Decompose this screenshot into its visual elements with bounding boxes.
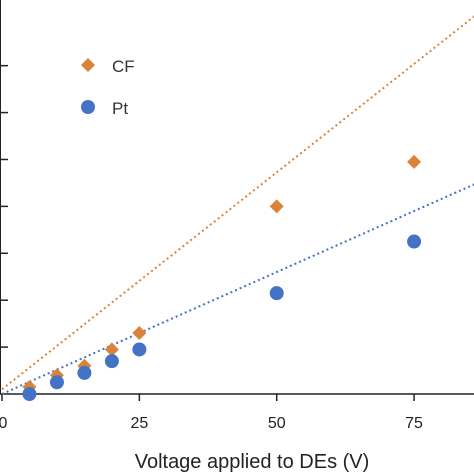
legend-label-cf: CF xyxy=(112,57,135,76)
point-cf-75 xyxy=(407,154,422,169)
point-pt-50 xyxy=(269,286,284,301)
point-cf-50 xyxy=(269,199,284,214)
trend-line-cf xyxy=(1,15,474,391)
data-points xyxy=(22,154,422,401)
x-tick-label-75: 75 xyxy=(405,415,423,432)
legend-item-cf: CF xyxy=(81,57,135,76)
legend-marker-pt xyxy=(81,100,95,114)
x-tick-label-50: 50 xyxy=(268,415,286,432)
y-ticks xyxy=(0,64,8,348)
x-tick-label-25: 25 xyxy=(130,415,148,432)
legend-item-pt: Pt xyxy=(81,99,128,118)
legend-label-pt: Pt xyxy=(112,99,128,118)
point-cf-25 xyxy=(132,326,147,341)
trend-lines xyxy=(1,15,474,395)
point-pt-25 xyxy=(132,342,147,357)
x-ticks: 0 25 50 75 xyxy=(0,394,423,432)
x-tick-label-0: 0 xyxy=(0,415,8,432)
trend-line-pt xyxy=(1,183,474,395)
point-pt-15 xyxy=(77,365,92,380)
point-pt-5 xyxy=(22,387,37,401)
legend: CF Pt xyxy=(81,57,135,118)
point-pt-20 xyxy=(104,354,119,369)
legend-marker-cf xyxy=(81,58,95,72)
point-pt-10 xyxy=(49,375,64,390)
plot-frame xyxy=(0,0,474,395)
x-axis-title: Voltage applied to DEs (V) xyxy=(135,451,370,473)
point-pt-75 xyxy=(407,234,422,249)
point-cf-20 xyxy=(104,342,119,357)
